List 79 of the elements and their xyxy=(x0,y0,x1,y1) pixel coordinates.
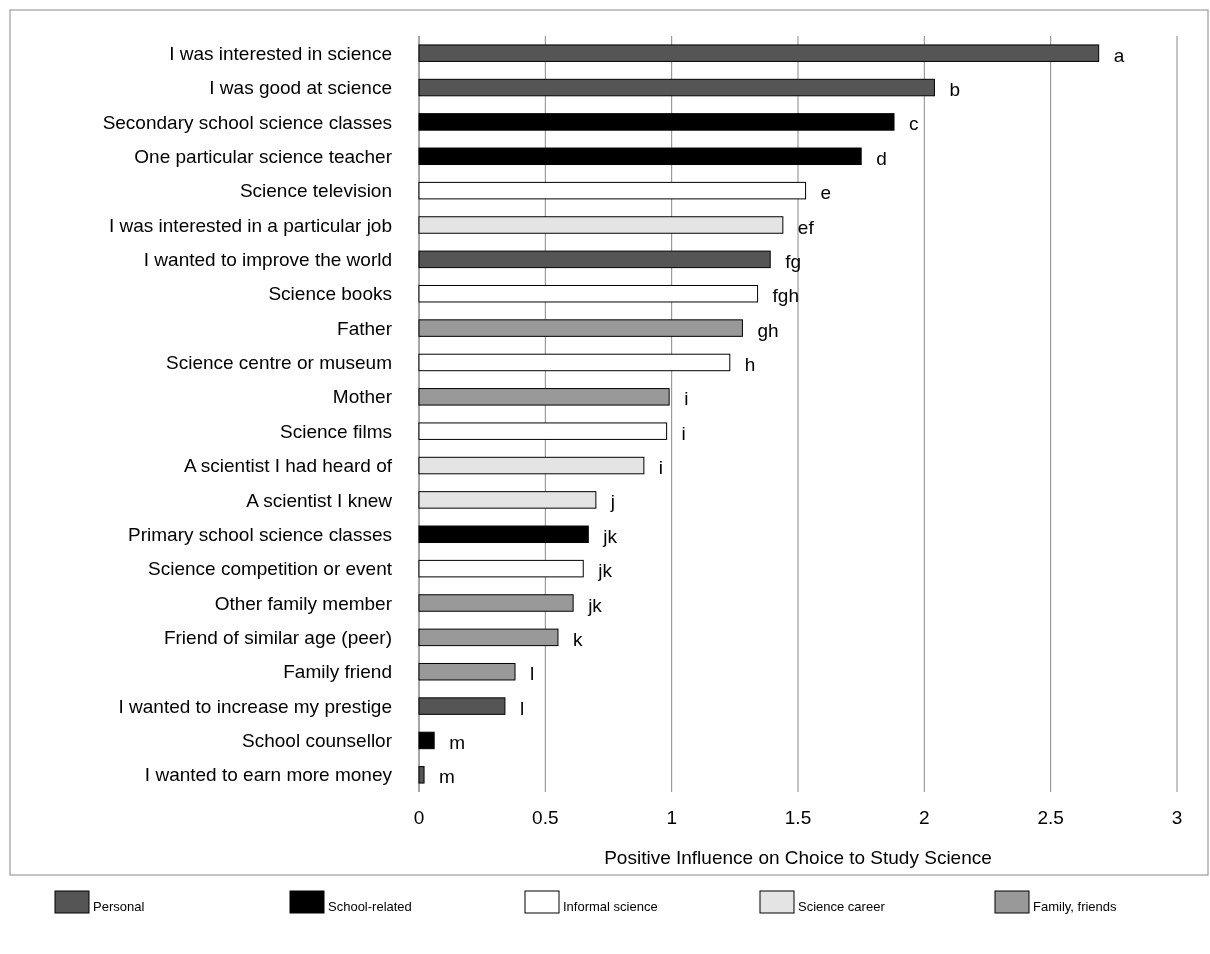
x-tick-label: 2 xyxy=(919,807,930,828)
annotation: l xyxy=(530,663,535,685)
bar xyxy=(418,594,574,612)
bar xyxy=(418,525,589,544)
bar xyxy=(418,353,731,372)
bar xyxy=(418,422,668,440)
bar xyxy=(418,250,771,269)
annotation: i xyxy=(658,457,664,479)
annotation: i xyxy=(684,388,689,410)
y-tick-label: Science centre or museum xyxy=(166,352,392,374)
bar xyxy=(418,78,935,97)
y-tick-label: Science books xyxy=(268,283,392,305)
annotation: m xyxy=(449,732,465,753)
annotation: m xyxy=(439,766,455,788)
y-tick-label: Other family member xyxy=(214,592,393,614)
x-tick-label: 1 xyxy=(666,807,677,828)
bar xyxy=(418,731,435,750)
bar xyxy=(418,44,1100,62)
x-tick-label: 0.5 xyxy=(532,807,559,828)
bar xyxy=(418,697,506,715)
y-tick-label: I was interested in science xyxy=(169,42,392,64)
annotation: d xyxy=(876,147,887,169)
annotation: h xyxy=(744,354,756,375)
annotation: jk xyxy=(597,560,613,582)
y-tick-label: A scientist I knew xyxy=(246,489,393,511)
y-tick-label: I wanted to earn more money xyxy=(144,764,393,786)
bar xyxy=(418,147,862,166)
y-tick-label: I wanted to increase my prestige xyxy=(118,695,392,717)
y-tick-label: Science films xyxy=(280,420,392,442)
y-tick-label: Primary school science classes xyxy=(128,523,392,545)
bar xyxy=(418,766,425,784)
y-tick-label: A scientist I had heard of xyxy=(183,455,393,477)
y-tick-label: I wanted to improve the world xyxy=(143,249,392,271)
x-tick-label: 2.5 xyxy=(1037,807,1064,828)
annotation: a xyxy=(1113,44,1125,66)
bar xyxy=(418,216,784,234)
legend-label: Family, friends xyxy=(1033,899,1118,914)
bar xyxy=(418,319,743,337)
y-tick-label: Father xyxy=(337,317,393,339)
annotation: e xyxy=(820,182,832,204)
y-tick-label: Secondary school science classes xyxy=(102,111,392,133)
bar xyxy=(418,628,559,647)
annotation: b xyxy=(949,79,961,101)
x-axis-title: Positive Influence on Choice to Study Science xyxy=(604,847,992,868)
y-tick-label: Science competition or event xyxy=(148,558,393,580)
annotation: l xyxy=(519,697,525,719)
bar xyxy=(418,388,670,406)
y-tick-label: School counsellor xyxy=(242,730,393,752)
annotation: ef xyxy=(797,216,815,238)
y-tick-label: I was good at science xyxy=(209,77,392,99)
annotation: jk xyxy=(602,525,618,547)
bar xyxy=(418,662,516,681)
y-tick-label: I was interested in a particular job xyxy=(108,214,392,236)
y-tick-label: Family friend xyxy=(283,661,392,683)
annotation: fgh xyxy=(772,285,799,307)
y-tick-label: Science television xyxy=(239,180,392,202)
legend-label: Science career xyxy=(798,899,886,914)
bar xyxy=(418,284,759,303)
annotation: fg xyxy=(785,250,802,272)
x-tick-label: 3 xyxy=(1171,807,1183,828)
annotation: c xyxy=(909,113,919,135)
bar xyxy=(418,491,597,509)
bar xyxy=(418,456,645,475)
annotation: k xyxy=(572,628,583,650)
bar xyxy=(418,559,584,578)
annotation: j xyxy=(609,491,616,513)
bar xyxy=(418,181,807,200)
bar xyxy=(418,113,895,131)
legend-label: Personal xyxy=(93,899,145,914)
y-tick-label: Friend of similar age (peer) xyxy=(163,627,392,649)
x-tick-label: 0 xyxy=(413,807,425,828)
y-tick-label: One particular science teacher xyxy=(134,145,393,167)
x-tick-label: 1.5 xyxy=(784,807,812,828)
y-tick-label: Mother xyxy=(332,386,393,408)
legend-label: Informal science xyxy=(563,899,658,914)
annotation: jk xyxy=(587,594,603,616)
legend-label: School-related xyxy=(328,899,412,914)
annotation: gh xyxy=(757,319,779,341)
annotation: i xyxy=(681,422,686,444)
